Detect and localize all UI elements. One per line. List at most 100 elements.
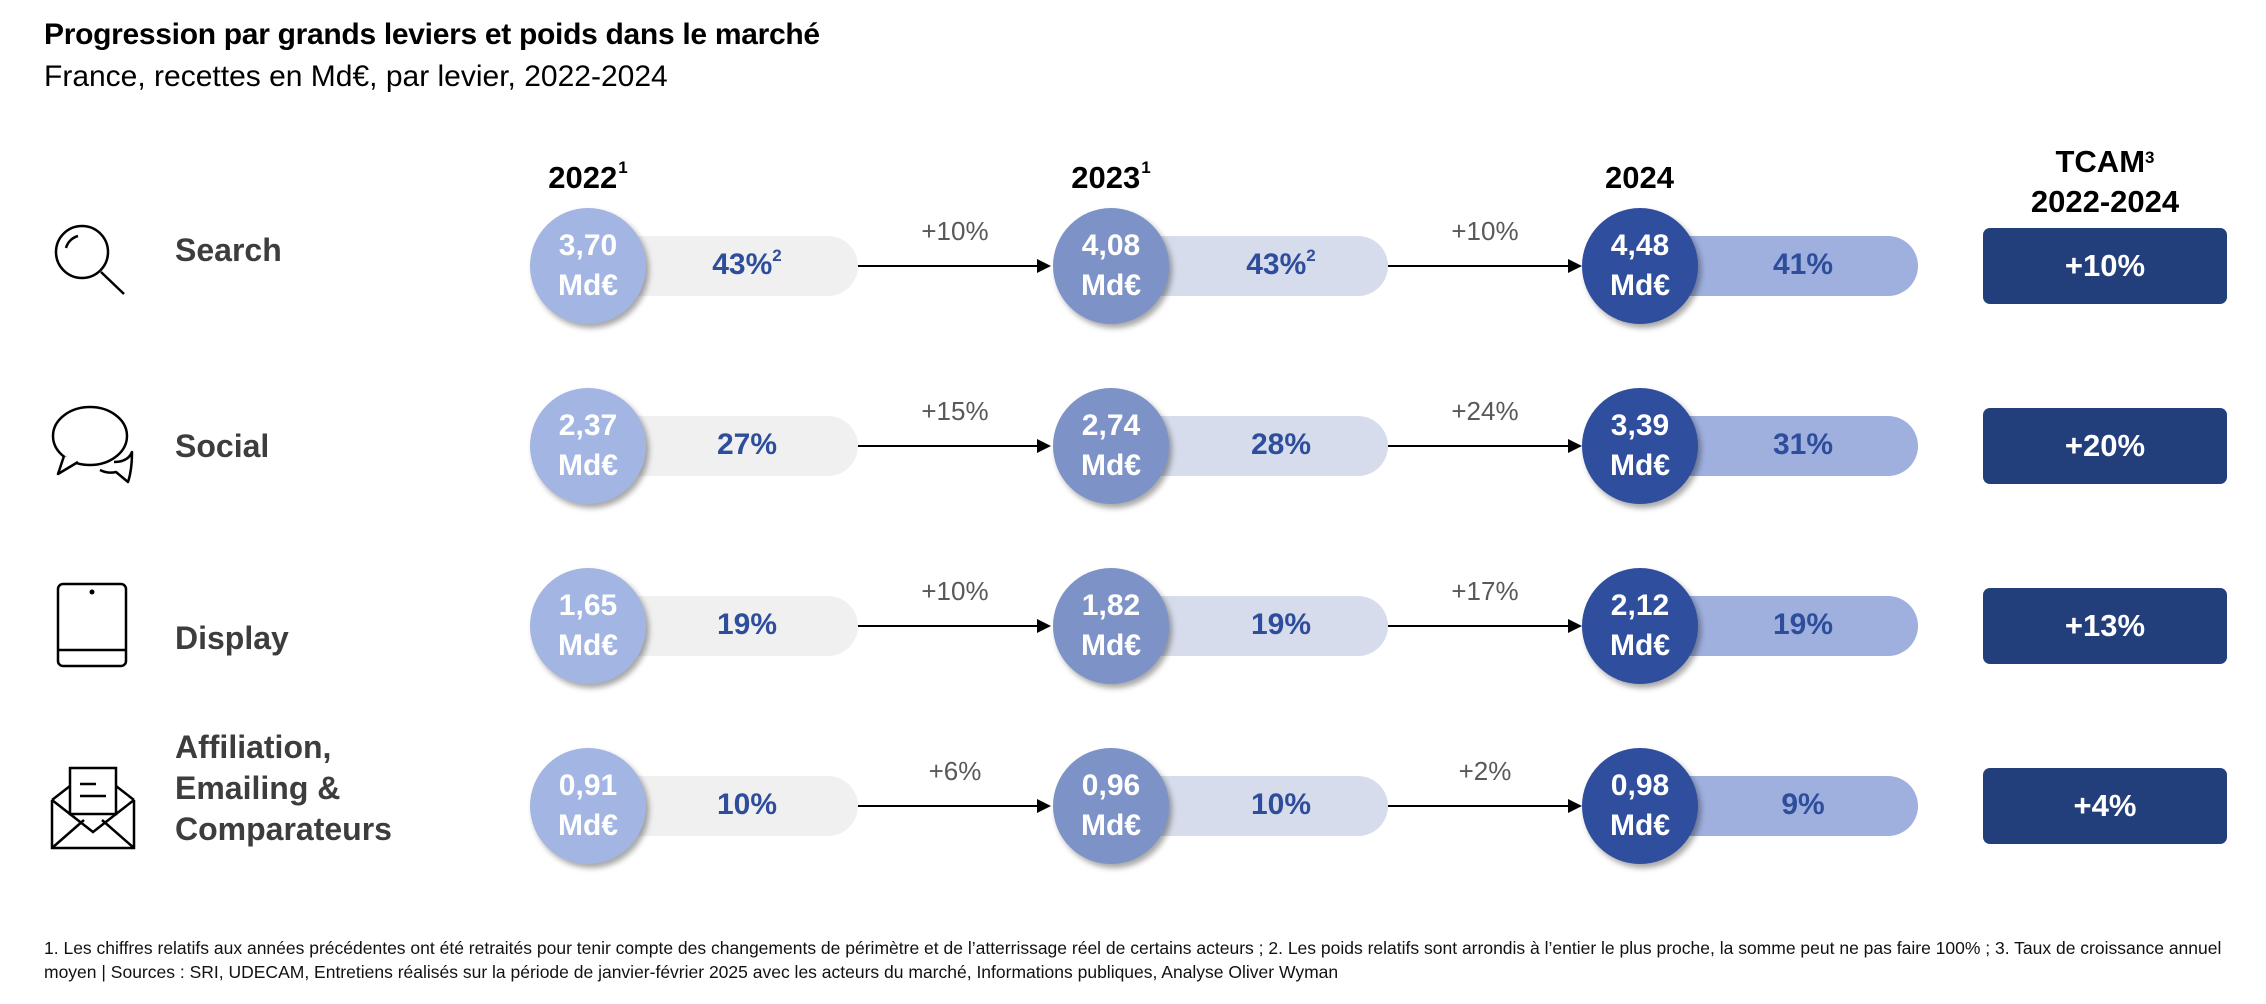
market-share-label: 43%2 xyxy=(647,246,847,282)
tcam-value-box: +10% xyxy=(1983,228,2227,304)
tcam-value-box: +20% xyxy=(1983,408,2227,484)
footnote: 1. Les chiffres relatifs aux années préc… xyxy=(44,938,2222,982)
growth-arrow xyxy=(1388,256,1582,276)
tcam-footnote-marker: 3 xyxy=(2145,148,2155,167)
revenue-bubble-2022: 3,70 Md€ xyxy=(530,208,646,324)
revenue-bubble-2024: 0,98 Md€ xyxy=(1582,748,1698,864)
revenue-unit: Md€ xyxy=(558,629,618,662)
lever-label-line: Comparateurs xyxy=(175,810,392,847)
market-share-label: 31% xyxy=(1703,428,1903,462)
revenue-value: 3,39 xyxy=(1610,409,1670,442)
growth-label: +24% xyxy=(1451,396,1519,426)
revenue-bubble-2023: 1,82 Md€ xyxy=(1053,568,1169,684)
tcam-header-label: TCAM xyxy=(2055,144,2146,179)
lever-label-line: Affiliation, xyxy=(175,728,332,765)
market-share-label: 10% xyxy=(1181,788,1381,822)
market-share-label: 19% xyxy=(1181,608,1381,642)
year-label: 2023 xyxy=(1071,160,1141,195)
open-envelope-icon xyxy=(44,756,144,856)
market-share-value: 10% xyxy=(1250,788,1312,821)
revenue-unit: Md€ xyxy=(1081,449,1141,482)
chat-bubbles-icon xyxy=(44,396,144,496)
market-share-value: 41% xyxy=(1772,248,1834,281)
market-share-value: 19% xyxy=(1772,608,1834,641)
year-header-2024: 2024 xyxy=(1540,160,1740,196)
market-share-label: 27% xyxy=(647,428,847,462)
growth-arrow xyxy=(1388,796,1582,816)
revenue-bubble-2023: 2,74 Md€ xyxy=(1053,388,1169,504)
market-share-label: 28% xyxy=(1181,428,1381,462)
year-footnote-marker: 1 xyxy=(618,158,628,177)
chart-title: Progression par grands leviers et poids … xyxy=(44,18,820,51)
growth-label: +15% xyxy=(921,396,989,426)
revenue-unit: Md€ xyxy=(558,269,618,302)
growth-arrow xyxy=(858,616,1051,636)
market-share-value: 27% xyxy=(716,428,778,461)
year-header-2022: 20221 xyxy=(488,158,688,196)
revenue-bubble-2023: 0,96 Md€ xyxy=(1053,748,1169,864)
revenue-bubble-2024: 2,12 Md€ xyxy=(1582,568,1698,684)
growth-label: +17% xyxy=(1451,576,1519,606)
growth-arrow xyxy=(1388,436,1582,456)
revenue-bubble-2022: 1,65 Md€ xyxy=(530,568,646,684)
tcam-header: TCAM3 2022-2024 xyxy=(1983,142,2227,222)
revenue-unit: Md€ xyxy=(1610,809,1670,842)
growth-arrow xyxy=(858,796,1051,816)
lever-label-line: Emailing & xyxy=(175,769,341,806)
market-share-value: 19% xyxy=(1250,608,1312,641)
year-label: 2024 xyxy=(1605,160,1674,195)
lever-label: Social xyxy=(175,428,270,464)
growth-label: +10% xyxy=(1451,216,1519,246)
lever-label: Display xyxy=(175,620,289,656)
search-icon xyxy=(44,216,144,316)
year-footnote-marker: 1 xyxy=(1141,158,1151,177)
market-share-value: 19% xyxy=(716,608,778,641)
market-share-value: 43% xyxy=(1246,248,1307,281)
growth-label: +10% xyxy=(921,216,989,246)
revenue-bubble-2022: 0,91 Md€ xyxy=(530,748,646,864)
revenue-bubble-2022: 2,37 Md€ xyxy=(530,388,646,504)
chart-subtitle: France, recettes en Md€, par levier, 202… xyxy=(44,60,668,93)
tablet-icon xyxy=(44,576,144,676)
market-share-value: 31% xyxy=(1772,428,1834,461)
revenue-value: 1,82 xyxy=(1081,589,1141,622)
tcam-value-box: +4% xyxy=(1983,768,2227,844)
revenue-value: 0,91 xyxy=(558,769,618,802)
growth-label: +6% xyxy=(928,756,982,786)
market-share-label: 19% xyxy=(647,608,847,642)
lever-label: Affiliation, Emailing & Comparateurs xyxy=(175,727,392,850)
revenue-unit: Md€ xyxy=(558,449,618,482)
market-share-value: 10% xyxy=(716,788,778,821)
market-share-value: 43% xyxy=(712,248,773,281)
market-share-label: 9% xyxy=(1703,788,1903,822)
revenue-value: 2,74 xyxy=(1081,409,1141,442)
revenue-value: 4,08 xyxy=(1081,229,1141,262)
growth-arrow xyxy=(1388,616,1582,636)
year-header-2023: 20231 xyxy=(1011,158,1211,196)
share-footnote-marker: 2 xyxy=(1306,246,1316,265)
revenue-value: 0,98 xyxy=(1610,769,1670,802)
market-share-label: 41% xyxy=(1703,248,1903,282)
revenue-unit: Md€ xyxy=(1610,449,1670,482)
revenue-unit: Md€ xyxy=(1081,809,1141,842)
growth-arrow xyxy=(858,436,1051,456)
revenue-value: 0,96 xyxy=(1081,769,1141,802)
revenue-unit: Md€ xyxy=(1081,269,1141,302)
revenue-bubble-2024: 4,48 Md€ xyxy=(1582,208,1698,324)
revenue-unit: Md€ xyxy=(1610,269,1670,302)
growth-arrow xyxy=(858,256,1051,276)
growth-label: +2% xyxy=(1458,756,1512,786)
revenue-unit: Md€ xyxy=(558,809,618,842)
market-share-label: 43%2 xyxy=(1181,246,1381,282)
growth-label: +10% xyxy=(921,576,989,606)
lever-label: Search xyxy=(175,232,282,268)
revenue-bubble-2024: 3,39 Md€ xyxy=(1582,388,1698,504)
revenue-bubble-2023: 4,08 Md€ xyxy=(1053,208,1169,324)
tcam-header-period: 2022-2024 xyxy=(2030,184,2180,219)
tcam-value-box: +13% xyxy=(1983,588,2227,664)
revenue-value: 3,70 xyxy=(558,229,618,262)
revenue-value: 1,65 xyxy=(558,589,618,622)
market-share-label: 19% xyxy=(1703,608,1903,642)
market-share-value: 28% xyxy=(1250,428,1312,461)
revenue-value: 4,48 xyxy=(1610,229,1670,262)
